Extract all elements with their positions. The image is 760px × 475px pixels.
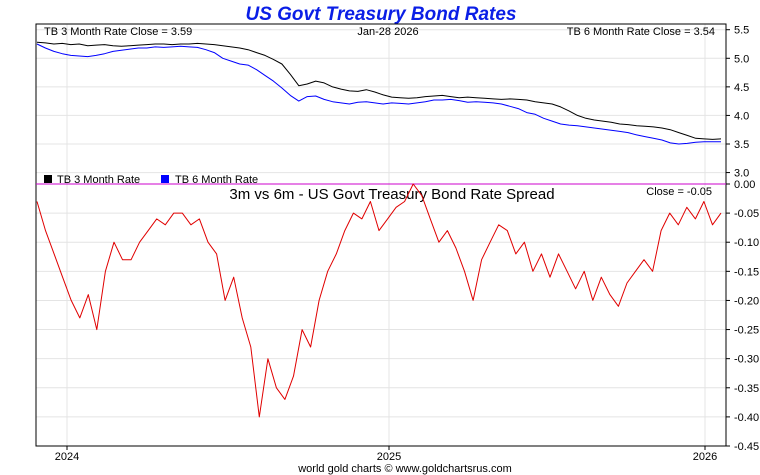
spread-close-label: Close = -0.05 — [646, 186, 712, 198]
top-panel-grid — [36, 24, 726, 184]
legend-label-tb3: TB 3 Month Rate — [57, 174, 140, 186]
bottom-y-tick-label: -0.35 — [734, 383, 759, 395]
bottom-y-tick-label: -0.05 — [734, 208, 759, 220]
top-y-tick-label: 4.0 — [734, 110, 749, 122]
legend-swatch-tb6 — [161, 175, 169, 183]
bottom-y-tick-label: -0.25 — [734, 325, 759, 337]
top-series-lines — [36, 41, 722, 145]
tb3-close-label: TB 3 Month Rate Close = 3.59 — [44, 26, 192, 38]
legend: TB 3 Month Rate TB 6 Month Rate — [44, 174, 258, 186]
bottom-y-tick-label: -0.10 — [734, 237, 759, 249]
top-y-tick-label: 3.0 — [734, 168, 749, 180]
series-line-spread — [36, 183, 722, 418]
x-tick-label: 2025 — [377, 451, 401, 463]
x-tick-label: 2024 — [55, 451, 79, 463]
top-y-tick-label: 5.0 — [734, 53, 749, 65]
bottom-y-tick-label: -0.15 — [734, 266, 759, 278]
date-label: Jan-28 2026 — [357, 26, 418, 38]
bottom-y-tick-label: -0.20 — [734, 295, 759, 307]
legend-swatch-tb3 — [44, 175, 52, 183]
top-y-tick-label: 4.5 — [734, 82, 749, 94]
tb6-close-label: TB 6 Month Rate Close = 3.54 — [567, 26, 715, 38]
legend-label-tb6: TB 6 Month Rate — [175, 174, 258, 186]
series-line-tb3 — [36, 41, 722, 140]
top-y-tick-label: 3.5 — [734, 139, 749, 151]
bottom-y-tick-label: 0.00 — [734, 179, 755, 191]
x-axis: 2024 2025 2026 — [55, 446, 717, 463]
bottom-y-tick-label: -0.30 — [734, 354, 759, 366]
x-tick-label: 2026 — [693, 451, 717, 463]
bottom-y-tick-label: -0.40 — [734, 412, 759, 424]
bottom-y-tick-label: -0.45 — [734, 441, 759, 453]
chart-title: US Govt Treasury Bond Rates — [245, 4, 516, 25]
bottom-y-axis: 0.00 -0.05 -0.10 -0.15 -0.20 -0.25 -0.30 -0.35 -… — [726, 179, 759, 453]
top-y-axis: 5.5 5.0 4.5 4.0 3.5 3.0 — [726, 25, 749, 180]
footer-credit: world gold charts © www.goldchartsrus.co… — [297, 463, 512, 475]
series-line-tb6 — [36, 43, 721, 145]
spread-title: 3m vs 6m - US Govt Treasury Bond Rate Sp… — [229, 186, 554, 203]
top-y-tick-label: 5.5 — [734, 25, 749, 37]
bottom-series-lines — [36, 183, 722, 418]
